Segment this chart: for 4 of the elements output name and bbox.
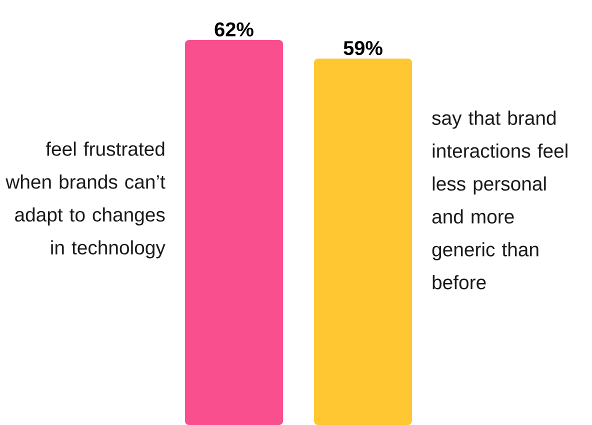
- data-label: 59%: [344, 41, 382, 56]
- x-tick-label: feel frustrated when brands can’t adapt to changes in technology: [6, 142, 166, 258]
- x-tick-label: say that brand interactions feel less personal and more generic than before: [432, 110, 568, 290]
- data-label: 62%: [214, 22, 254, 36]
